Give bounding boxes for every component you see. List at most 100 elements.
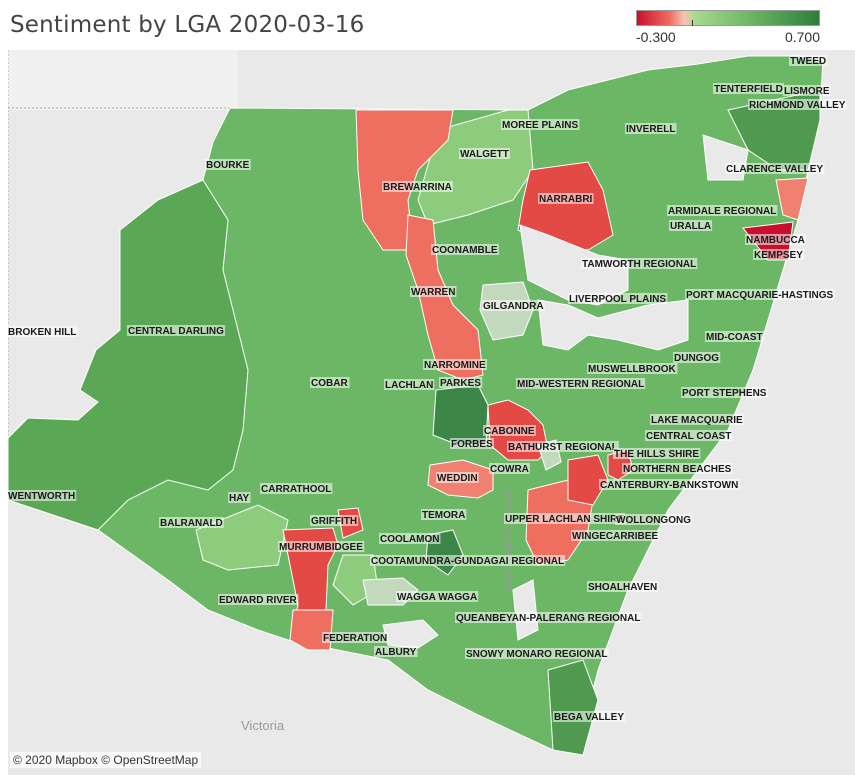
legend-min-label: -0.300 [636, 29, 676, 45]
lga-label[interactable]: COOLAMON [379, 533, 441, 545]
lga-label[interactable]: NORTHERN BEACHES [622, 463, 733, 475]
lga-label[interactable]: WEDDIN [436, 472, 479, 484]
lga-label[interactable]: QUEANBEYAN-PALERANG REGIONAL [455, 612, 642, 624]
lga-label[interactable]: WENTWORTH [8, 490, 77, 502]
lga-label[interactable]: FEDERATION [322, 632, 389, 644]
lga-label[interactable]: MID-WESTERN REGIONAL [516, 378, 646, 390]
lga-label-text: MUSWELLBROOK [588, 364, 677, 375]
lga-label-text: NAMBUCCA [746, 235, 805, 246]
lga-label[interactable]: COWRA [489, 463, 530, 475]
lga-label[interactable]: TWEED [789, 55, 828, 67]
lga-label-background [613, 448, 701, 459]
lga-label[interactable]: GRIFFITH [310, 515, 359, 527]
lga-label[interactable]: NARROMINE [423, 359, 487, 371]
lga-label[interactable]: MURRUMBIDGEE [278, 541, 365, 553]
lga-parkes[interactable] [432, 384, 489, 446]
lga-label[interactable]: THE HILLS SHIRE [613, 448, 701, 460]
lga-label[interactable]: BREWARRINA [382, 181, 453, 193]
lga-label[interactable]: MUSWELLBROOK [587, 363, 678, 375]
lga-label[interactable]: WARREN [410, 286, 457, 298]
lga-label[interactable]: LISMORE [783, 85, 831, 97]
lga-label[interactable]: TENTERFIELD [713, 83, 784, 95]
lga-label[interactable]: NARRABRI [538, 193, 594, 205]
lga-label[interactable]: URALLA [669, 220, 713, 232]
lga-label[interactable]: CLARENCE VALLEY [725, 163, 825, 175]
lga-label[interactable]: MID-COAST [705, 331, 764, 343]
lga-label-text: PORT MACQUARIE-HASTINGS [686, 290, 834, 301]
lga-label[interactable]: WALGETT [459, 148, 510, 160]
lga-label[interactable]: LIVERPOOL PLAINS [568, 293, 668, 305]
lga-label[interactable]: CENTRAL DARLING [127, 325, 226, 337]
lga-label[interactable]: BALRANALD [159, 517, 224, 529]
lga-label[interactable]: INVERELL [625, 123, 677, 135]
lga-label[interactable]: EDWARD RIVER [218, 594, 299, 606]
lga-label[interactable]: DUNGOG [673, 352, 721, 364]
lga-label[interactable]: SNOWY MONARO REGIONAL [465, 648, 609, 660]
lga-label[interactable]: CABONNE [483, 425, 536, 437]
no-data-area-central [537, 299, 689, 351]
lga-label[interactable]: ARMIDALE REGIONAL [667, 205, 778, 217]
lga-label[interactable]: WOLLONGONG [615, 514, 693, 526]
lga-label[interactable]: RICHMOND VALLEY [748, 99, 847, 111]
lga-label[interactable]: SHOALHAVEN [587, 581, 659, 593]
lga-label[interactable]: NAMBUCCA [745, 234, 806, 246]
lga-central-darling[interactable] [8, 179, 249, 531]
lga-label[interactable]: COOTAMUNDRA-GUNDAGAI REGIONAL [370, 555, 566, 567]
lga-federation-red[interactable] [289, 609, 334, 651]
lga-label[interactable]: PORT MACQUARIE-HASTINGS [685, 289, 835, 301]
lga-label[interactable]: BROKEN HILL [8, 326, 78, 338]
lga-label[interactable]: BEGA VALLEY [553, 711, 626, 723]
lga-label-background [753, 249, 805, 260]
lga-label-background [396, 591, 479, 602]
lga-label-background [374, 646, 418, 657]
lga-label-text: QUEANBEYAN-PALERANG REGIONAL [456, 613, 640, 624]
lga-label[interactable]: CARRATHOOL [260, 483, 333, 495]
lga-label[interactable]: PORT STEPHENS [681, 387, 768, 399]
lga-label-background [745, 234, 806, 245]
lga-label[interactable]: CENTRAL COAST [645, 430, 733, 442]
lga-label[interactable]: TEMORA [421, 509, 467, 521]
lga-label[interactable]: WINGECARRIBEE [571, 530, 660, 542]
map-attribution[interactable]: © 2020 Mapbox © OpenStreetMap [10, 752, 202, 768]
lga-label-background [8, 326, 78, 337]
lga-label[interactable]: COONAMBLE [431, 244, 499, 256]
lga-label[interactable]: BOURKE [205, 159, 251, 171]
lga-coffs-area[interactable] [775, 177, 809, 221]
map-svg[interactable]: Victoria Australian Capital TWEED LISMORE… [8, 50, 855, 775]
lga-label[interactable]: UPPER LACHLAN SHIRE [504, 513, 626, 525]
lga-label-text: EDWARD RIVER [219, 595, 298, 606]
lga-label-background [581, 258, 698, 269]
lga-label-text: TENTERFIELD [714, 84, 783, 95]
lga-label[interactable]: GILGANDRA [482, 300, 545, 312]
lga-label-text: PORT STEPHENS [682, 388, 767, 399]
lga-label[interactable]: ALBURY [374, 646, 418, 658]
lga-label[interactable]: HAY [228, 492, 251, 504]
lga-label-text: BALRANALD [160, 518, 223, 529]
lga-label-background [553, 711, 626, 722]
lga-label[interactable]: FORBES [450, 438, 494, 450]
lga-label[interactable]: MOREE PLAINS [501, 119, 580, 131]
lga-label[interactable]: KEMPSEY [753, 249, 805, 261]
lga-label[interactable]: LACHLAN [384, 379, 435, 391]
lga-label-background [482, 300, 545, 311]
lga-label[interactable]: PARKES [439, 377, 483, 389]
lga-label-text: URALLA [670, 221, 711, 232]
lga-label[interactable]: TAMWORTH REGIONAL [581, 258, 698, 270]
lga-label[interactable]: WAGGA WAGGA [396, 591, 479, 603]
lga-label-text: NARRABRI [539, 194, 593, 205]
lga-label[interactable]: COBAR [310, 377, 350, 389]
lga-bega-valley[interactable] [547, 659, 599, 756]
lga-label-text: NORTHERN BEACHES [623, 464, 732, 475]
lga-wingecarribee[interactable] [567, 454, 609, 506]
lga-label-background [310, 377, 350, 388]
lga-label-background [789, 55, 828, 66]
lga-label-text: LACHLAN [385, 380, 433, 391]
color-legend[interactable]: -0.300 0.700 [636, 10, 820, 46]
lga-label[interactable]: LAKE MACQUARIE [650, 414, 744, 426]
lga-label[interactable]: BATHURST REGIONAL [507, 441, 619, 453]
choropleth-map[interactable]: Victoria Australian Capital TWEED LISMORE… [8, 50, 855, 775]
lga-label[interactable]: CANTERBURY-BANKSTOWN [599, 479, 740, 491]
lga-label-background [725, 163, 825, 174]
lga-label-text: BATHURST REGIONAL [508, 442, 618, 453]
lga-narrabri[interactable] [517, 161, 614, 251]
